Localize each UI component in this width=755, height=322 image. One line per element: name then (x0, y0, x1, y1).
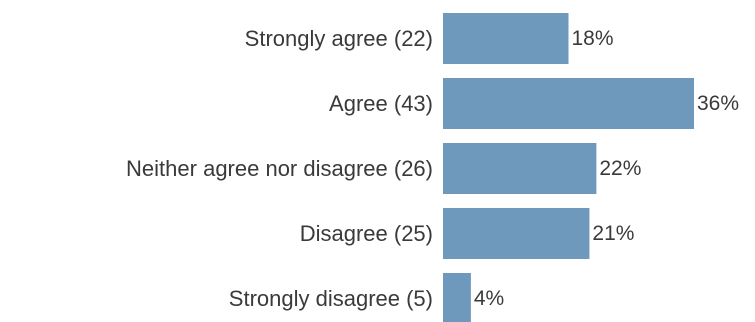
value-label: 22% (599, 157, 641, 180)
category-label: Agree (43) (329, 91, 433, 116)
value-label: 36% (697, 92, 739, 115)
value-label: 18% (572, 27, 614, 50)
value-label: 21% (592, 222, 634, 245)
bar (443, 78, 694, 129)
value-label: 4% (474, 287, 504, 310)
bar (443, 13, 569, 64)
bar (443, 208, 590, 259)
category-label: Strongly disagree (5) (229, 286, 433, 311)
category-label: Strongly agree (22) (245, 26, 433, 51)
category-label: Neither agree nor disagree (26) (126, 156, 433, 181)
category-label: Disagree (25) (300, 221, 433, 246)
bar (443, 273, 471, 322)
bar (443, 143, 597, 194)
